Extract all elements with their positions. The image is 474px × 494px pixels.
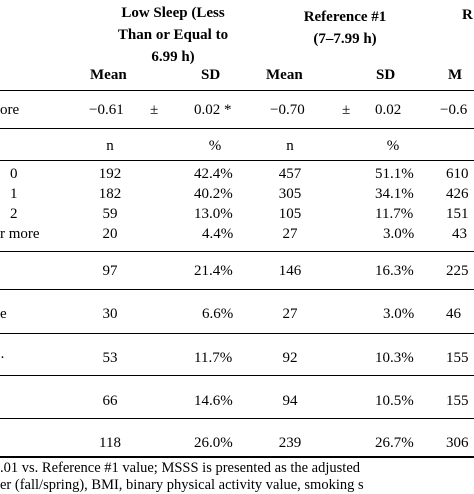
row-n3: 46 — [446, 306, 461, 322]
row-n1: 53 — [102, 350, 118, 366]
pct-header-2: % — [386, 138, 400, 154]
score-ref-sd: 0.02 — [375, 102, 402, 118]
row-p2: 16.3% — [375, 263, 414, 279]
row-n2: 27 — [282, 306, 298, 322]
row-rule-5 — [0, 418, 474, 419]
row-p1: 42.4% — [194, 166, 233, 182]
row-p2: 3.0% — [383, 306, 415, 322]
row-p1: 13.0% — [194, 206, 233, 222]
row-p2: 10.3% — [375, 350, 414, 366]
row-n3: 43 — [452, 226, 467, 242]
row-n3: 155 — [446, 350, 469, 366]
row-rule-2 — [0, 289, 474, 290]
row-p2: 10.5% — [375, 393, 414, 409]
row-n2: 94 — [282, 393, 298, 409]
row-label: r more — [0, 226, 40, 242]
score-rule — [0, 128, 474, 129]
row-p2: 3.0% — [383, 226, 415, 242]
mean2-col-header: Mean — [266, 67, 303, 83]
low-sleep-header-line3: 6.99 h) — [151, 49, 195, 65]
score-pm1: ± — [150, 102, 159, 118]
row-n2: 239 — [278, 435, 302, 451]
mean3-col-header-partial: M — [448, 67, 463, 83]
reference1-header-line2: (7–7.99 h) — [313, 31, 377, 47]
row-label: 0 — [10, 166, 18, 182]
score-low-sd: 0.02 * — [194, 102, 232, 118]
row-p2: 34.1% — [375, 186, 414, 202]
sd-col-header: SD — [201, 67, 221, 83]
count-header-rule — [0, 160, 474, 161]
score-ref-mean: −0.70 — [270, 102, 305, 118]
low-sleep-header: Low Sleep (Less Than or Equal to 6.99 h) — [84, 2, 262, 68]
row-n2: 92 — [282, 350, 298, 366]
row-n1: 30 — [102, 306, 118, 322]
score-row-label: ore — [0, 102, 20, 118]
row-n2: 457 — [278, 166, 302, 182]
row-p1: 11.7% — [194, 350, 233, 366]
row-p2: 26.7% — [375, 435, 414, 451]
row-p1: 21.4% — [194, 263, 233, 279]
row-n3: 610 — [446, 166, 469, 182]
footnote-line2: er (fall/spring), BMI, binary physical a… — [0, 477, 364, 493]
row-p1: 4.4% — [202, 226, 234, 242]
row-label: 2 — [10, 206, 18, 222]
row-p1: 40.2% — [194, 186, 233, 202]
low-sleep-header-line1: Low Sleep (Less — [121, 5, 225, 21]
row-n1: 97 — [102, 263, 118, 279]
reference1-header-line1: Reference #1 — [303, 9, 387, 25]
row-p1: 26.0% — [194, 435, 233, 451]
row-label: · — [0, 350, 5, 366]
header-rule — [0, 90, 474, 91]
row-n3: 225 — [446, 263, 469, 279]
row-p1: 14.6% — [194, 393, 233, 409]
row-n1: 118 — [99, 435, 121, 451]
row-n1: 192 — [98, 166, 122, 182]
row-n2: 27 — [282, 226, 298, 242]
row-n1: 59 — [102, 206, 118, 222]
row-n1: 20 — [102, 226, 118, 242]
table-bottom-rule — [0, 456, 474, 458]
score-pm2: ± — [342, 102, 351, 118]
row-p2: 11.7% — [375, 206, 414, 222]
score-right-partial: −0.6 — [440, 102, 468, 118]
mean-col-header: Mean — [90, 67, 127, 83]
row-n2: 105 — [278, 206, 302, 222]
pct-header-1: % — [208, 138, 222, 154]
score-low-mean: −0.61 — [89, 102, 124, 118]
row-label: 1 — [10, 186, 18, 202]
right-header-partial: R — [462, 7, 473, 23]
row-n3: 426 — [446, 186, 469, 202]
row-label: e — [0, 306, 7, 322]
row-n2: 305 — [278, 186, 302, 202]
row-n3: 151 — [446, 206, 469, 222]
sd2-col-header: SD — [376, 67, 396, 83]
row-n1: 182 — [98, 186, 122, 202]
row-rule-3 — [0, 333, 474, 334]
row-n3: 155 — [446, 393, 469, 409]
row-n2: 146 — [278, 263, 302, 279]
row-p2: 51.1% — [375, 166, 414, 182]
n-header-2: n — [286, 138, 294, 154]
reference1-header: Reference #1 (7–7.99 h) — [270, 6, 420, 50]
footnote-line1: .01 vs. Reference #1 value; MSSS is pres… — [0, 460, 361, 476]
group-rule-1 — [0, 251, 474, 252]
low-sleep-header-line2: Than or Equal to — [117, 27, 229, 43]
n-header-1: n — [106, 138, 114, 154]
row-n1: 66 — [102, 393, 118, 409]
row-n3: 306 — [446, 435, 469, 451]
row-rule-4 — [0, 375, 474, 376]
row-p1: 6.6% — [202, 306, 234, 322]
